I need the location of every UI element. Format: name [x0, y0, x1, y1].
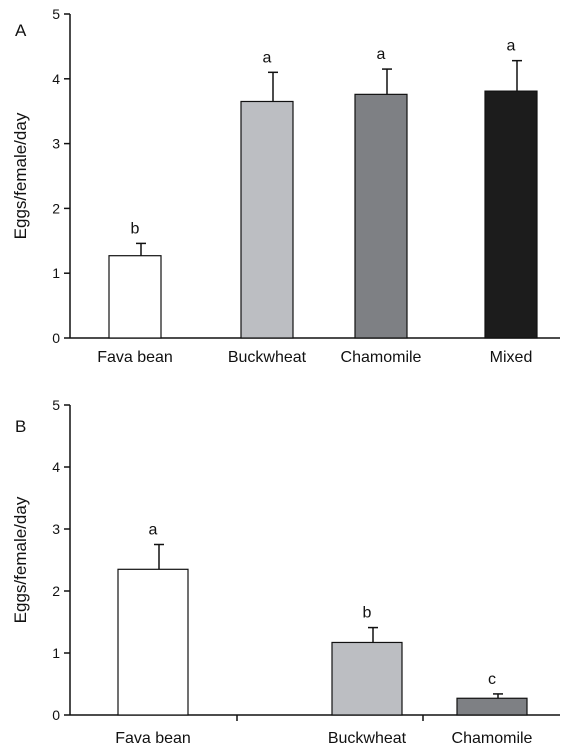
- panel-b-y-tick-label: 1: [52, 645, 60, 661]
- panel-a-significance-letter: b: [131, 220, 140, 237]
- panel-b-category-label: Fava bean: [115, 730, 191, 747]
- panel-a-y-tick-label: 3: [52, 136, 60, 152]
- panel-a-y-tick-label: 0: [52, 330, 60, 346]
- panel-b-y-axis-title: Eggs/female/day: [11, 496, 30, 623]
- panel-b-bar: [117, 568, 189, 716]
- panel-a-y-tick-label: 4: [52, 71, 60, 87]
- panel-a-bar: [108, 255, 162, 339]
- panel-a-category-label: Fava bean: [97, 349, 173, 366]
- panel-a-y-tick-label: 5: [52, 6, 60, 22]
- panel-b-y-tick-label: 2: [52, 583, 60, 599]
- panel-a-bar: [354, 93, 408, 339]
- panel-b-significance-letter: a: [149, 522, 158, 539]
- panel-b-category-label: Buckwheat: [328, 730, 407, 747]
- panel-a-category-label: Chamomile: [341, 349, 422, 366]
- panel-b-y-tick-label: 0: [52, 707, 60, 723]
- panel-a-letter: A: [15, 21, 27, 40]
- panel-b-y-tick-label: 3: [52, 521, 60, 537]
- panel-a-significance-letter: a: [263, 49, 272, 66]
- panel-b-letter: B: [15, 417, 26, 436]
- panel-a-category-label: Mixed: [490, 349, 533, 366]
- panel-a-bar: [484, 90, 538, 339]
- panel-b-category-label: Chamomile: [452, 730, 533, 747]
- panel-b-significance-letter: b: [363, 605, 372, 622]
- panel-a-bar: [240, 100, 294, 339]
- panel-b-y-tick-label: 4: [52, 459, 60, 475]
- panel-a-y-tick-label: 2: [52, 200, 60, 216]
- panel-a-significance-letter: a: [507, 38, 516, 55]
- panel-b-significance-letter: c: [488, 671, 496, 688]
- panel-a-significance-letter: a: [377, 46, 386, 63]
- panel-a-category-label: Buckwheat: [228, 349, 307, 366]
- panel-b-bar: [456, 697, 528, 716]
- panel-b-bar: [331, 641, 403, 716]
- panel-b-y-tick-label: 5: [52, 397, 60, 413]
- panel-a-y-tick-label: 1: [52, 265, 60, 281]
- panel-a-y-axis-title: Eggs/female/day: [11, 112, 30, 239]
